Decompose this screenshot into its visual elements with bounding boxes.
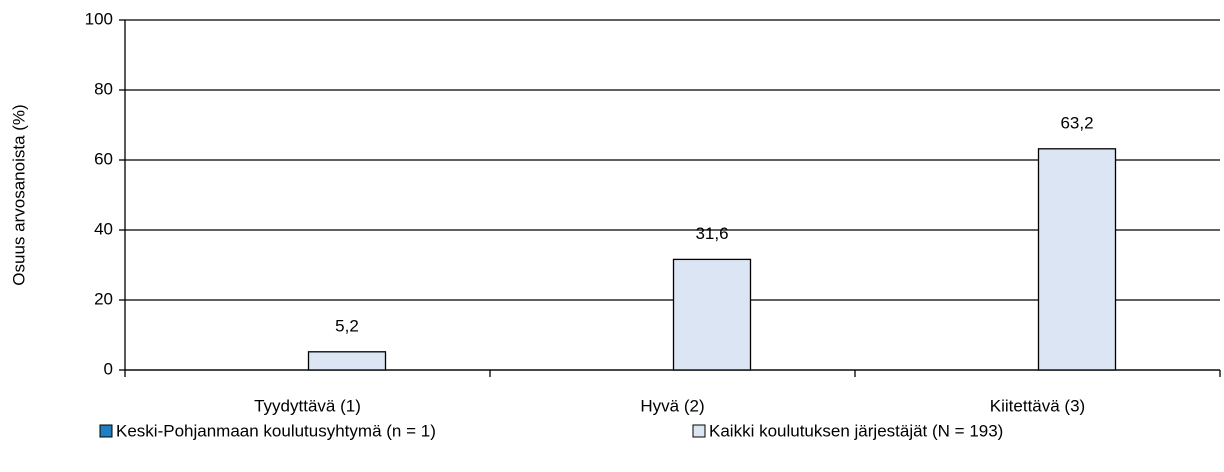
y-tick-label: 0: [104, 359, 113, 378]
y-tick-label: 80: [94, 79, 113, 98]
data-label: 63,2: [1060, 113, 1093, 132]
bar: [1037, 148, 1117, 371]
y-tick-label: 20: [94, 289, 113, 308]
x-tick-label: Hyvä (2): [640, 396, 704, 415]
data-label: 31,6: [695, 224, 728, 243]
legend-swatch: [692, 424, 706, 438]
y-axis-label: Osuus arvosanoista (%): [9, 104, 28, 285]
y-tick-label: 100: [85, 9, 113, 28]
y-tick-label: 40: [94, 219, 113, 238]
y-tick-label: 60: [94, 149, 113, 168]
x-tick-label: Kiitettävä (3): [990, 396, 1085, 415]
data-label: 5,2: [335, 316, 359, 335]
bar: [307, 351, 387, 371]
legend-label: Keski-Pohjanmaan koulutusyhtymä (n = 1): [116, 421, 436, 440]
x-tick-label: Tyydyttävä (1): [254, 396, 361, 415]
legend-label: Kaikki koulutuksen järjestäjät (N = 193): [709, 421, 1003, 440]
legend-swatch: [99, 424, 113, 438]
bar: [672, 258, 752, 371]
